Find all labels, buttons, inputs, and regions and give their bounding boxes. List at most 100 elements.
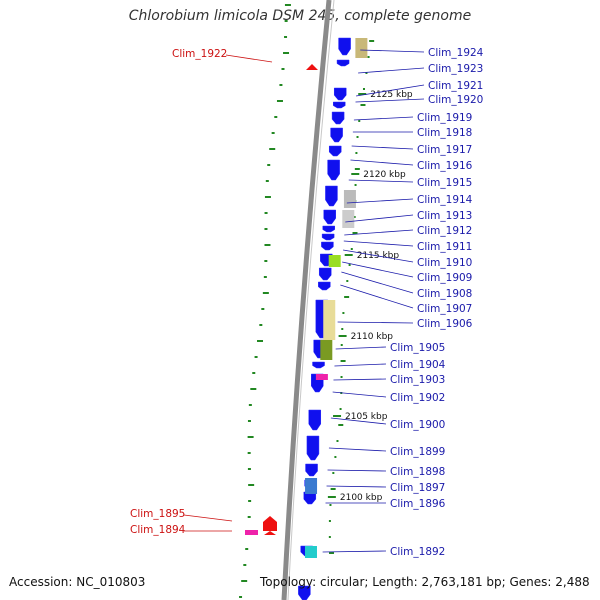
gene-label: Clim_1896: [390, 498, 446, 510]
tick-label: 2120 kbp: [363, 170, 406, 180]
gene-arrow: [325, 185, 338, 207]
gc-skew-mark: [274, 116, 278, 118]
gene-arrow: [327, 159, 340, 181]
gc-skew-mark: [342, 312, 345, 314]
tick-label: 2100 kbp: [340, 493, 383, 503]
gc-skew-mark: [344, 296, 350, 298]
gene-label: Clim_1899: [390, 446, 445, 458]
gc-skew-mark: [254, 356, 258, 358]
gene-label: Clim_1917: [417, 144, 472, 156]
leader-line: [350, 159, 414, 166]
gc-skew-mark: [330, 488, 336, 490]
gene-label: Clim_1916: [417, 160, 473, 172]
gc-skew-mark: [250, 388, 257, 390]
gc-skew-mark: [341, 328, 344, 330]
misc-feature: [304, 546, 317, 558]
gc-skew-mark: [259, 324, 263, 326]
leader-line: [330, 417, 387, 425]
tick-label: 2105 kbp: [345, 412, 388, 422]
gene-label: Clim_1924: [428, 47, 484, 59]
gc-skew-mark: [340, 376, 343, 378]
gc-skew-mark: [334, 456, 337, 458]
gc-skew-mark: [248, 500, 252, 502]
misc-feature: [245, 530, 258, 535]
gc-skew-mark: [267, 164, 271, 166]
gc-skew-mark: [340, 360, 346, 362]
gene-arrow: [336, 59, 350, 67]
leader-line: [351, 145, 414, 150]
leader-line: [348, 179, 414, 183]
rna-feature: [355, 38, 368, 58]
leader-line: [341, 271, 414, 294]
gene-arrow: [298, 585, 311, 600]
gc-skew-mark: [247, 516, 251, 518]
gc-skew-mark: [247, 452, 251, 454]
gene-arrow: [318, 267, 332, 281]
reverse-gene-arrow: [263, 516, 277, 531]
leader-line: [346, 198, 414, 204]
gene-arrow: [323, 209, 336, 225]
map-title: Chlorobium limicola DSM 245, complete ge…: [128, 8, 472, 24]
gc-skew-mark: [264, 228, 268, 230]
gc-skew-mark: [248, 404, 252, 406]
gene-label: Clim_1905: [390, 342, 445, 354]
gc-skew-mark: [354, 168, 360, 170]
gene-label: Clim_1920: [428, 94, 483, 106]
gc-skew-mark: [358, 120, 361, 122]
leader-line: [342, 261, 414, 278]
gc-skew-mark: [269, 148, 276, 150]
gc-skew-mark: [241, 580, 248, 582]
gene-label: Clim_1894: [130, 524, 186, 536]
leader-line: [340, 284, 414, 309]
gene-arrow: [332, 101, 346, 109]
repeat-feature: [323, 300, 336, 340]
gene-arrow: [318, 281, 331, 291]
gene-label: Clim_1919: [417, 112, 472, 124]
gene-label: Clim_1895: [130, 508, 185, 520]
leader-line: [328, 447, 387, 452]
leader-line: [225, 54, 273, 63]
gc-skew-mark: [284, 36, 288, 38]
leader-line: [183, 514, 233, 522]
leader-line: [344, 229, 414, 236]
gc-skew-mark: [328, 536, 331, 538]
gc-skew-mark: [261, 308, 265, 310]
gene-track: [298, 37, 351, 600]
gene-label: Clim_1918: [417, 127, 472, 139]
gc-skew-mark: [247, 436, 254, 438]
gc-skew-mark: [284, 4, 291, 6]
gene-arrow: [322, 225, 336, 233]
leader-line: [322, 550, 387, 553]
gc-skew-mark: [339, 408, 342, 410]
gene-label: Clim_1898: [390, 466, 445, 478]
gene-arrow: [321, 241, 334, 251]
gc-skew-mark: [281, 68, 285, 70]
gene-label: Clim_1910: [417, 257, 472, 269]
gene-label: Clim_1908: [417, 288, 472, 300]
repeat-feature: [320, 340, 333, 360]
gc-skew-mark: [352, 232, 358, 234]
leader-line: [355, 84, 425, 97]
gc-skew-mark: [350, 248, 353, 250]
gc-skew-mark: [279, 84, 283, 86]
leader-line: [334, 363, 387, 367]
gene-label: Clim_1911: [417, 241, 472, 253]
gene-arrow: [312, 361, 325, 369]
gene-arrow: [330, 127, 343, 143]
gc-skew-mark: [369, 40, 375, 42]
gc-skew-mark: [355, 152, 358, 154]
gene-label: Clim_1904: [390, 359, 446, 371]
reverse-gene-arrow: [306, 64, 318, 70]
gene-label: Clim_1912: [417, 225, 472, 237]
secondary-feature-track: [245, 38, 368, 558]
gc-skew-mark: [360, 104, 366, 106]
leader-line: [332, 391, 387, 398]
gc-skew-mark: [239, 596, 243, 598]
gene-arrow: [321, 233, 335, 241]
gene-arrow: [328, 145, 342, 157]
gene-arrow: [306, 435, 320, 461]
gc-skew-mark: [276, 100, 283, 102]
genome-backbone-inner: [287, 0, 335, 600]
gene-arrow: [333, 87, 347, 101]
